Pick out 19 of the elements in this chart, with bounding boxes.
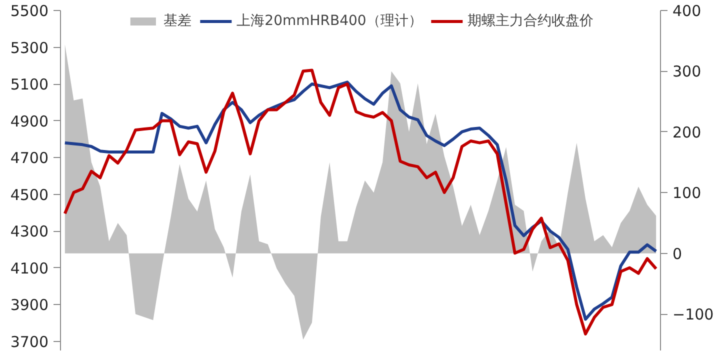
y-tick-label: 5500 <box>10 2 49 20</box>
y-tick-label: 4700 <box>10 149 49 168</box>
y-tick-label: 5100 <box>10 76 49 94</box>
y-tick-label: 5300 <box>10 38 49 57</box>
legend-label: 上海20mmHRB400（理计） <box>236 12 422 30</box>
y-tick-label: 4300 <box>10 222 49 241</box>
y-tick-label: 4900 <box>10 112 49 130</box>
legend-label: 期螺主力合约收盘价 <box>467 12 594 30</box>
y-tick-label: 4500 <box>10 186 49 204</box>
y-tick-label: 4100 <box>10 259 49 278</box>
y2-tick-label: 100 <box>672 184 702 202</box>
y2-tick-label: 200 <box>672 123 702 142</box>
y-tick-label: 3700 <box>10 332 49 351</box>
y2-tick-label: 300 <box>672 62 702 81</box>
y2-tick-label: 0 <box>672 244 682 263</box>
legend-label: 基差 <box>164 12 192 30</box>
y2-tick-label: 400 <box>672 2 702 20</box>
y2-tick-label: −100 <box>672 306 714 324</box>
y-tick-label: 3900 <box>10 296 49 314</box>
